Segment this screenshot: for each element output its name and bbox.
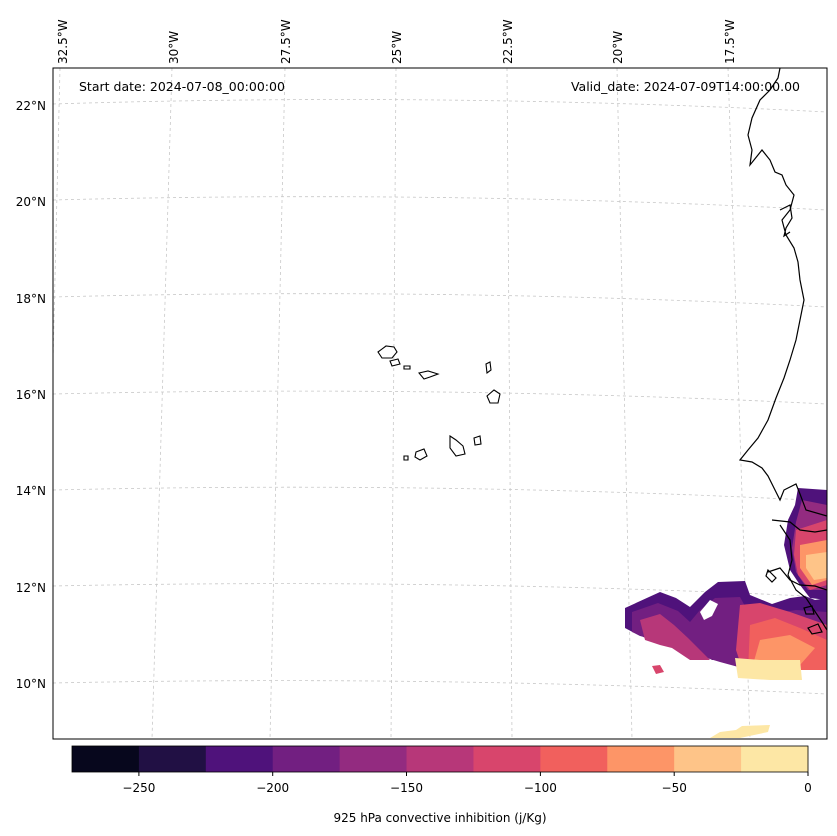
lat-label: 12°N xyxy=(16,581,46,595)
colorbar-tick-label: −150 xyxy=(390,781,423,795)
lat-label: 14°N xyxy=(16,484,46,498)
lon-label: 22.5°W xyxy=(501,19,515,64)
colorbar-swatch xyxy=(138,746,207,772)
lon-label: 20°W xyxy=(611,31,625,64)
map-panel xyxy=(53,68,827,739)
latitude-labels: 22°N 20°N 18°N 16°N 14°N 12°N 10°N xyxy=(16,99,46,691)
colorbar-tick-label: −100 xyxy=(524,781,557,795)
cape-verde-islands xyxy=(377,345,501,461)
island-sao-vicente xyxy=(389,358,401,367)
longitude-labels: 32.5°W 30°W 27.5°W 25°W 22.5°W 20°W 17.5… xyxy=(56,19,737,64)
bissagos-islands xyxy=(765,568,823,635)
colorbar-ticks: −250 −200 −150 −100 −50 0 xyxy=(122,772,812,795)
lat-label: 20°N xyxy=(16,195,46,209)
colorbar-title: 925 hPa convective inhibition (j/Kg) xyxy=(333,811,546,825)
colorbar-tick-label: 0 xyxy=(804,781,812,795)
island-brava xyxy=(403,455,409,461)
lon-label: 27.5°W xyxy=(279,19,293,64)
map-border xyxy=(52,67,828,740)
lat-label: 16°N xyxy=(16,388,46,402)
colorbar-swatch xyxy=(406,746,474,772)
start-date-label: Start date: 2024-07-08_00:00:00 xyxy=(79,79,285,94)
cin-field xyxy=(625,488,827,738)
colorbar-swatch xyxy=(607,746,675,772)
colorbar-swatch xyxy=(272,746,341,772)
colorbar-swatch xyxy=(339,746,408,772)
colorbar-tick-label: −200 xyxy=(256,781,289,795)
valid-date-label: Valid_date: 2024-07-09T14:00:00.00 xyxy=(571,79,800,94)
colorbar-border xyxy=(71,745,809,773)
border-line xyxy=(767,567,827,591)
island-sal xyxy=(485,361,492,375)
gambia-river-coast xyxy=(771,519,827,533)
island-sao-nicolau xyxy=(417,370,440,380)
colorbar-swatch xyxy=(741,746,809,772)
island-santo-antao xyxy=(377,345,398,359)
island-fogo xyxy=(414,448,428,461)
island-santa-luzia xyxy=(403,365,411,370)
colorbar-tick-label: −250 xyxy=(122,781,155,795)
lon-label: 25°W xyxy=(390,31,404,64)
lat-label: 22°N xyxy=(16,99,46,113)
island-boa-vista xyxy=(486,389,501,404)
cin-band-7 xyxy=(735,658,802,680)
island-maio xyxy=(473,435,482,446)
island-santiago xyxy=(449,434,466,457)
cin-island-small xyxy=(652,665,664,674)
cin-far-bottom xyxy=(710,725,770,738)
colorbar-swatch xyxy=(540,746,608,772)
lon-label: 32.5°W xyxy=(56,19,70,64)
lon-label: 17.5°W xyxy=(723,19,737,64)
guinea-coast xyxy=(779,524,827,631)
cin-coastal-field-5 xyxy=(806,552,827,580)
canary-coast xyxy=(779,204,793,238)
colorbar-swatch xyxy=(674,746,742,772)
africa-coastline xyxy=(738,68,827,517)
cin-band-3 xyxy=(640,614,710,660)
colorbar-swatch xyxy=(72,746,140,772)
colorbar-swatch xyxy=(205,746,274,772)
lat-label: 18°N xyxy=(16,292,46,306)
lat-label: 10°N xyxy=(16,677,46,691)
lon-label: 30°W xyxy=(167,31,181,64)
cin-gap xyxy=(700,600,718,620)
colorbar xyxy=(72,746,809,772)
colorbar-swatch xyxy=(473,746,541,772)
colorbar-tick-label: −50 xyxy=(662,781,687,795)
